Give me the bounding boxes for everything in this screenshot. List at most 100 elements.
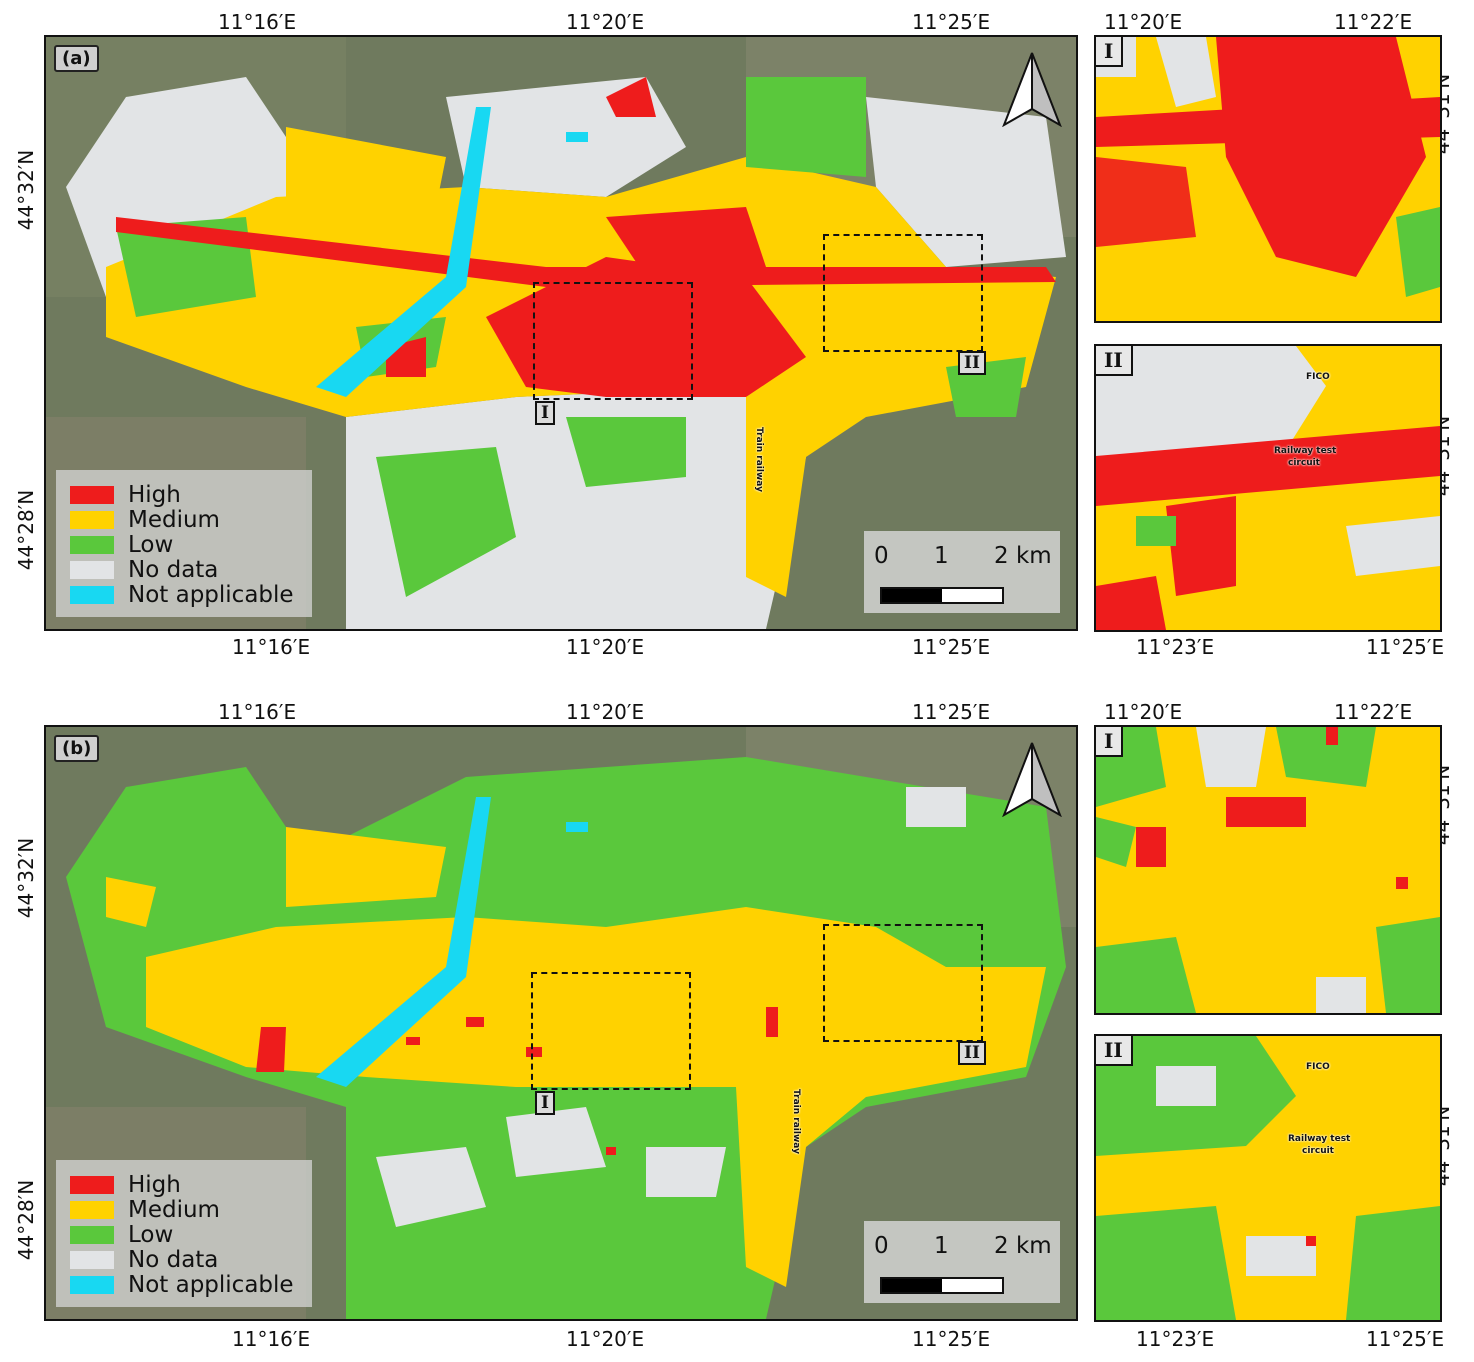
inset-box-I-a (533, 282, 693, 400)
legend-swatch-no-data (70, 560, 114, 579)
scalebar-label-1: 1 (934, 1233, 949, 1259)
legend-item-not-applicable: Not applicable (70, 1271, 298, 1298)
inset-I-a-lon-1: 11°20′E (1104, 10, 1183, 34)
legend-swatch-not-applicable (70, 1275, 114, 1294)
inset-I-b-lon-2: 11°22′E (1334, 700, 1413, 724)
inset-II-canvas-b (1096, 1036, 1440, 1320)
legend-label-medium: Medium (128, 1196, 220, 1223)
train-railway-label-b: Train railway (791, 1089, 801, 1154)
legend-item-high: High (70, 1171, 298, 1198)
scalebar-label-0: 0 (874, 543, 889, 569)
north-arrow-icon (1002, 52, 1062, 127)
lon-tick-b-top-1: 11°16′E (218, 700, 297, 724)
legend-label-low: Low (128, 1221, 174, 1248)
circuit-label-b: circuit (1302, 1146, 1334, 1156)
inset-I-canvas-a (1096, 37, 1440, 321)
lat-tick-b-1: 44°32′N (14, 837, 39, 919)
scalebar-a: 0 1 2 km (864, 531, 1060, 613)
inset-II-tag-b: II (1096, 1036, 1133, 1066)
inset-I-tag-a: I (1096, 37, 1124, 67)
north-arrow-icon (1002, 742, 1062, 817)
inset-II-map-b: II FICO Railway test circuit (1094, 1034, 1442, 1322)
legend-item-low: Low (70, 1221, 298, 1248)
legend-label-no-data: No data (128, 1246, 219, 1273)
legend-a: High Medium Low No data Not applicable (56, 470, 312, 617)
lat-tick-a-2: 44°28′N (14, 489, 39, 571)
lon-tick-b-bot-3: 11°25′E (912, 1327, 991, 1351)
scalebar-bar (880, 587, 1004, 604)
scalebar-label-2: 2 km (994, 1233, 1052, 1259)
legend-swatch-low (70, 535, 114, 554)
inset-label-II-b: II (958, 1041, 986, 1065)
railway-test-label-a: Railway test (1274, 446, 1337, 456)
legend-label-low: Low (128, 531, 174, 558)
legend-label-not-applicable: Not applicable (128, 1271, 294, 1298)
legend-item-medium: Medium (70, 506, 298, 533)
legend-label-no-data: No data (128, 556, 219, 583)
scalebar-b: 0 1 2 km (864, 1221, 1060, 1303)
lon-tick-a-bot-1: 11°16′E (232, 635, 311, 659)
circuit-label-a: circuit (1288, 458, 1320, 468)
inset-II-b-lon-2: 11°25′E (1366, 1327, 1445, 1351)
main-map-a: I II Train railway (a) High Medium Low N… (44, 35, 1078, 631)
legend-label-high: High (128, 1171, 181, 1198)
railway-test-label-b: Railway test (1288, 1134, 1351, 1144)
legend-swatch-high (70, 1175, 114, 1194)
legend-swatch-medium (70, 510, 114, 529)
lon-tick-b-bot-1: 11°16′E (232, 1327, 311, 1351)
legend-swatch-low (70, 1225, 114, 1244)
legend-swatch-no-data (70, 1250, 114, 1269)
panel-tag-b: (b) (54, 735, 100, 762)
lon-tick-a-bot-2: 11°20′E (566, 635, 645, 659)
legend-swatch-not-applicable (70, 585, 114, 604)
train-railway-label-a: Train railway (754, 427, 764, 492)
map-canvas-a (46, 37, 1076, 629)
legend-label-not-applicable: Not applicable (128, 581, 294, 608)
legend-swatch-medium (70, 1200, 114, 1219)
inset-I-map-a: I (1094, 35, 1442, 323)
lon-tick-b-top-2: 11°20′E (566, 700, 645, 724)
inset-label-I-b: I (535, 1091, 555, 1115)
inset-I-map-b: I (1094, 725, 1442, 1015)
fico-label-b: FICO (1306, 1062, 1330, 1072)
scalebar-label-1: 1 (934, 543, 949, 569)
inset-box-II-a (823, 234, 983, 352)
main-map-b: I II Train railway (b) High Medium Low N… (44, 725, 1078, 1321)
lon-tick-a-bot-3: 11°25′E (912, 635, 991, 659)
inset-II-a-lon-2: 11°25′E (1366, 635, 1445, 659)
lat-tick-a-1: 44°32′N (14, 149, 39, 231)
scalebar-label-2: 2 km (994, 543, 1052, 569)
legend-label-high: High (128, 481, 181, 508)
inset-II-b-lon-1: 11°23′E (1136, 1327, 1215, 1351)
inset-label-I-a: I (535, 401, 555, 425)
inset-II-map-a: II FICO Railway test circuit (1094, 344, 1442, 632)
legend-swatch-high (70, 485, 114, 504)
legend-item-medium: Medium (70, 1196, 298, 1223)
lon-tick-b-top-3: 11°25′E (912, 700, 991, 724)
inset-box-I-b (531, 972, 691, 1090)
lon-tick-a-top-2: 11°20′E (566, 10, 645, 34)
lon-tick-a-top-1: 11°16′E (218, 10, 297, 34)
legend-item-not-applicable: Not applicable (70, 581, 298, 608)
legend-item-high: High (70, 481, 298, 508)
lon-tick-a-top-3: 11°25′E (912, 10, 991, 34)
legend-item-no-data: No data (70, 1246, 298, 1273)
inset-label-II-a: II (958, 351, 986, 375)
inset-I-canvas-b (1096, 727, 1440, 1013)
lat-tick-b-2: 44°28′N (14, 1179, 39, 1261)
fico-label-a: FICO (1306, 372, 1330, 382)
scalebar-label-0: 0 (874, 1233, 889, 1259)
legend-b: High Medium Low No data Not applicable (56, 1160, 312, 1307)
inset-II-a-lon-1: 11°23′E (1136, 635, 1215, 659)
legend-item-low: Low (70, 531, 298, 558)
scalebar-bar (880, 1277, 1004, 1294)
inset-II-canvas-a (1096, 346, 1440, 630)
inset-box-II-b (823, 924, 983, 1042)
legend-label-medium: Medium (128, 506, 220, 533)
inset-I-tag-b: I (1096, 727, 1124, 757)
inset-II-tag-a: II (1096, 346, 1133, 376)
inset-I-a-lon-2: 11°22′E (1334, 10, 1413, 34)
legend-item-no-data: No data (70, 556, 298, 583)
lon-tick-b-bot-2: 11°20′E (566, 1327, 645, 1351)
inset-I-b-lon-1: 11°20′E (1104, 700, 1183, 724)
